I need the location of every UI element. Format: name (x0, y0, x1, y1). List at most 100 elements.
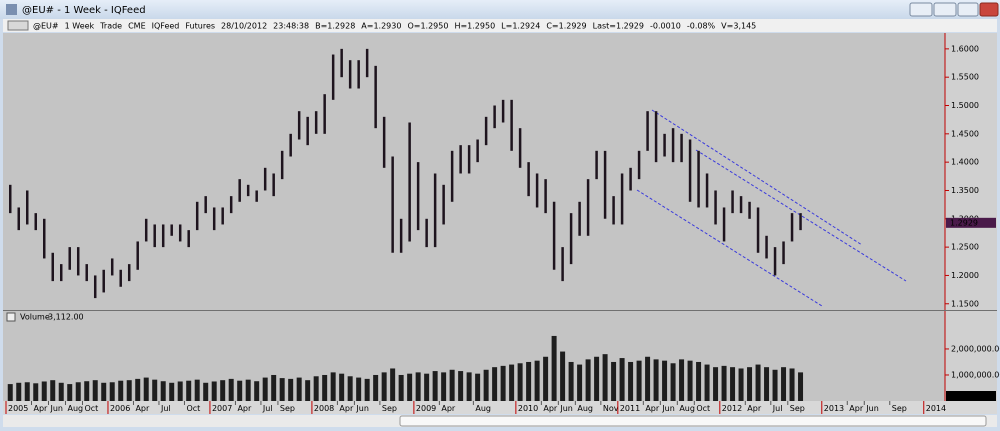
toolbar (3, 19, 997, 32)
volume-bar (237, 380, 243, 401)
toolbar-items: @EU# 1 Week Trade CME IQFeed Futures 28/10/201… (33, 22, 756, 31)
volume-bar (109, 382, 115, 401)
volume-bar (475, 373, 481, 401)
volume-bar (364, 378, 370, 401)
volume-bar (662, 360, 668, 401)
maximize-button[interactable] (957, 2, 979, 17)
toolbar-item: A=1.2930 (361, 22, 401, 31)
volume-bar (789, 368, 795, 401)
volume-bar (24, 382, 30, 401)
x-tick-label: Apr (33, 404, 48, 413)
volume-bar (687, 360, 693, 401)
volume-bar (653, 359, 659, 401)
volume-bar (424, 373, 430, 401)
volume-bar (492, 367, 498, 401)
x-tick-label: Jul (772, 404, 783, 413)
volume-bar (7, 384, 13, 401)
volume-axis (945, 311, 997, 401)
minimize-button[interactable] (933, 2, 957, 17)
volume-subtitle: 3,112.00 (48, 313, 84, 322)
x-tick-label: Jul (262, 404, 273, 413)
volume-bar (381, 372, 387, 401)
volume-bar (730, 367, 736, 401)
volume-bar (177, 381, 183, 401)
volume-bar (466, 372, 472, 401)
volume-bar (781, 367, 787, 401)
price-axis (945, 33, 997, 310)
y-tick-label: 1.5000 (951, 101, 979, 110)
x-tick-label: Sep (382, 404, 397, 413)
toolbar-item: 28/10/2012 (221, 22, 267, 31)
y-tick-label: 1,000,000.00 (951, 370, 1000, 379)
symbol-button[interactable] (7, 20, 29, 31)
volume-bar (764, 367, 770, 401)
volume-bar (517, 363, 523, 401)
x-tick-label: Sep (892, 404, 907, 413)
toolbar-item: @EU# (33, 22, 59, 31)
x-tick-label: 2013 (824, 404, 844, 413)
toolbar-item: C=1.2929 (546, 22, 586, 31)
x-tick-label: Oct (186, 404, 200, 413)
volume-bar (50, 380, 56, 401)
close-button[interactable] (979, 2, 999, 17)
volume-bar (432, 371, 438, 401)
volume-bar (636, 360, 642, 401)
x-tick-label: 2005 (8, 404, 28, 413)
volume-bar (407, 373, 413, 401)
volume-bar (254, 381, 260, 401)
last-value-box (946, 391, 996, 401)
volume-bar (483, 369, 489, 401)
x-tick-label: Apr (135, 404, 150, 413)
volume-bar (611, 361, 617, 401)
x-tick-label: Apr (441, 404, 456, 413)
volume-bar (41, 381, 47, 401)
toolbar-item: L=1.2924 (501, 22, 540, 31)
volume-bar (101, 382, 107, 401)
volume-bar (551, 335, 557, 401)
x-tick-label: 2007 (212, 404, 232, 413)
toolbar-item: B=1.2928 (315, 22, 355, 31)
volume-bar (390, 368, 396, 401)
toolbar-item: Futures (185, 22, 215, 31)
volume-bar (245, 379, 251, 401)
volume-bar (500, 365, 506, 401)
volume-bar (305, 380, 311, 401)
volume-bar (92, 380, 98, 401)
close-pane-button[interactable] (6, 312, 16, 322)
window-title: @EU# - 1 Week - IQFeed (22, 5, 146, 16)
x-tick-label: Jun (661, 404, 675, 413)
x-tick-label: 2006 (110, 404, 130, 413)
volume-bar (645, 356, 651, 401)
volume-bar (747, 367, 753, 401)
volume-bar (313, 376, 319, 401)
volume-bar (543, 356, 549, 401)
x-tick-label: Jun (355, 404, 369, 413)
volume-bar (449, 369, 455, 401)
volume-bar (721, 365, 727, 401)
x-tick-label: Apr (339, 404, 354, 413)
volume-bar (220, 380, 226, 401)
x-tick-label: Apr (747, 404, 762, 413)
volume-bar (228, 378, 234, 401)
toolbar-item: O=1.2950 (407, 22, 448, 31)
volume-bar (619, 358, 625, 401)
x-tick-label: Jul (160, 404, 171, 413)
scroll-thumb[interactable] (399, 415, 987, 427)
restore-button[interactable] (909, 2, 933, 17)
volume-bar (568, 361, 574, 401)
volume-bar (704, 364, 710, 401)
volume-bar (356, 377, 362, 401)
volume-bar (135, 378, 141, 401)
volume-bar (339, 373, 345, 401)
volume-pane (3, 311, 945, 401)
x-tick-label: 2012 (722, 404, 742, 413)
volume-bar (458, 371, 464, 401)
y-tick-label: 1.1500 (951, 299, 979, 308)
toolbar-item: 23:48:38 (273, 22, 309, 31)
volume-bar (322, 374, 328, 401)
volume-bar (755, 364, 761, 401)
title-bar (0, 0, 1000, 19)
volume-bar (526, 361, 532, 401)
volume-bar (602, 354, 608, 401)
x-tick-label: Aug (679, 404, 695, 413)
